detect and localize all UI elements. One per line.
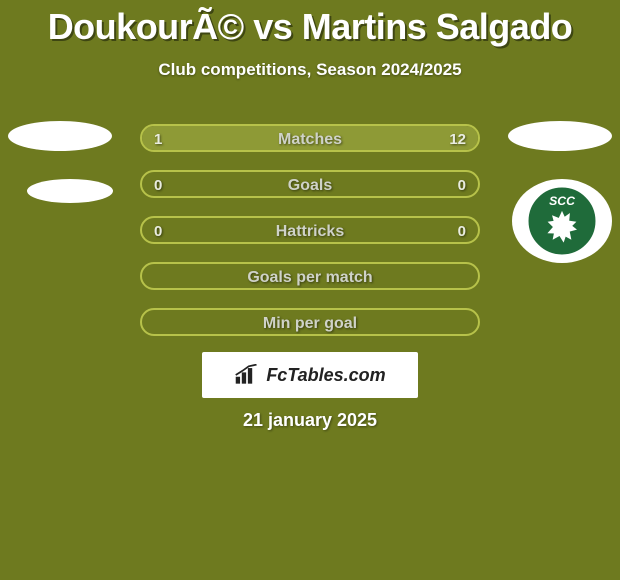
stat-bar-value-right: 0 <box>458 218 466 244</box>
player2-avatar-placeholder <box>508 121 612 151</box>
player2-club-crest: SCC <box>512 179 612 263</box>
subtitle: Club competitions, Season 2024/2025 <box>0 60 620 80</box>
stat-bar-value-left: 1 <box>154 126 162 152</box>
stat-bar-label: Matches <box>142 126 478 152</box>
stat-bars-container: Matches112Goals00Hattricks00Goals per ma… <box>140 124 480 354</box>
stat-bar-value-left: 0 <box>154 218 162 244</box>
fctables-logo-icon <box>234 364 260 386</box>
stat-bar-value-right: 0 <box>458 172 466 198</box>
stat-bar-label: Goals <box>142 172 478 198</box>
club-crest-icon: SCC <box>526 185 598 257</box>
player1-avatar-placeholder <box>8 121 112 151</box>
stat-bar-label: Hattricks <box>142 218 478 244</box>
stat-bar-value-left: 0 <box>154 172 162 198</box>
date-label: 21 january 2025 <box>0 410 620 431</box>
stat-bar: Goals0 0 <box>140 170 480 198</box>
stat-bar: Hattricks0 0 <box>140 216 480 244</box>
stat-bar-label: Goals per match <box>142 264 478 290</box>
stat-bar-value-right: 12 <box>449 126 466 152</box>
player1-club-placeholder <box>27 179 113 203</box>
comparison-card: DoukourÃ© vs Martins Salgado Club compet… <box>0 0 620 580</box>
stat-bar: Goals per match <box>140 262 480 290</box>
brand-text: FcTables.com <box>266 365 385 386</box>
page-title: DoukourÃ© vs Martins Salgado <box>0 0 620 48</box>
stat-bar-label: Min per goal <box>142 310 478 336</box>
stat-bar: Matches1 12 <box>140 124 480 152</box>
svg-text:SCC: SCC <box>549 194 575 208</box>
brand-badge: FcTables.com <box>202 352 418 398</box>
stat-bar: Min per goal <box>140 308 480 336</box>
